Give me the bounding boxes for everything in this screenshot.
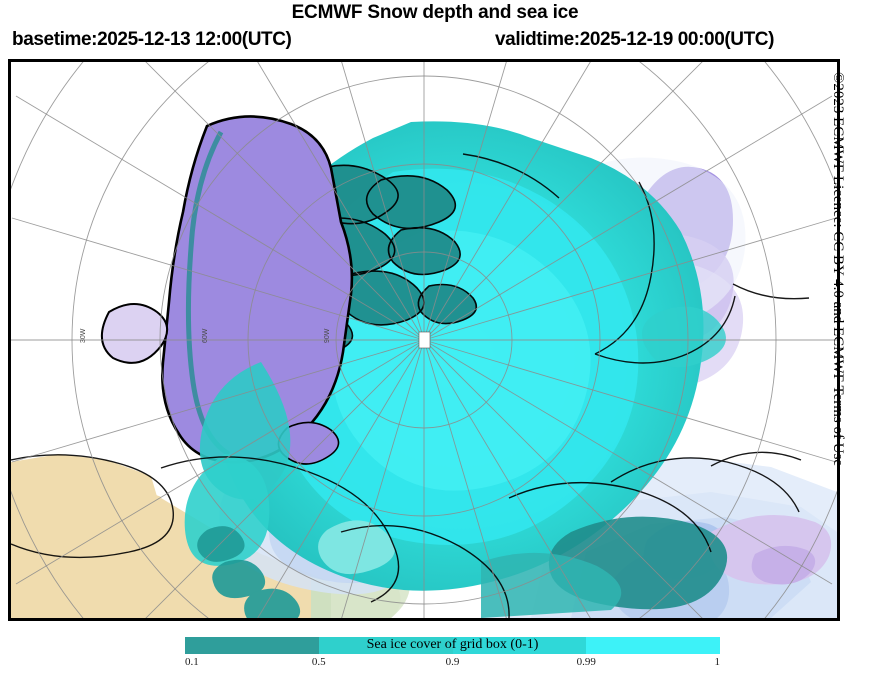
lon-label: 60W — [202, 328, 209, 343]
lon-label: 30W — [80, 328, 87, 343]
colorbar-segment-1 — [318, 637, 453, 654]
colorbar: Sea ice cover of grid box (0-1) 0.1 0.5 0.… — [0, 633, 870, 680]
ice-edge-bering — [642, 306, 726, 368]
colorbar-segment-0 — [185, 637, 319, 654]
colorbar-tick: 0.1 — [185, 656, 199, 668]
land-canada-bare-2 — [11, 454, 161, 524]
page-title: ECMWF Snow depth and sea ice — [291, 2, 579, 23]
colorbar-gradient — [185, 637, 720, 654]
copyright-text: ©2023 ECMWF Licence: CC BY 4.0 and ECMWF… — [830, 72, 846, 467]
lon-label: 90W — [324, 328, 331, 343]
graticule-parallels — [11, 62, 837, 618]
colorbar-tick: 0.9 — [445, 656, 460, 668]
coastlines — [11, 153, 810, 618]
novaya-zemlya-snow — [318, 520, 395, 575]
longitude-tick-labels: 30W 60W 90W — [80, 328, 331, 343]
ice-edge-barents — [481, 552, 622, 618]
svalbard-snow — [278, 422, 339, 464]
iceland-snow — [101, 304, 168, 363]
polar-map: 30W 60W 90W — [11, 62, 837, 618]
map-frame: 30W 60W 90W — [8, 59, 840, 621]
colorbar-tick: 0.5 — [311, 656, 326, 668]
colorbar-tick: 1 — [714, 656, 721, 668]
validtime-label: validtime:2025-12-19 00:00(UTC) — [495, 29, 775, 50]
basetime-label: basetime:2025-12-13 12:00(UTC) — [12, 29, 292, 50]
colorbar-tick: 0.99 — [576, 656, 596, 668]
greenland-ice-edge — [185, 130, 231, 457]
header: ECMWF Snow depth and sea ice basetime:20… — [0, 0, 870, 58]
colorbar-segment-2 — [452, 637, 587, 654]
graticule-meridians — [11, 62, 837, 618]
pole-marker — [418, 331, 431, 349]
hudson-bay-ice — [197, 526, 300, 618]
iceland-coast — [101, 303, 168, 364]
colorbar-segment-3 — [586, 637, 720, 654]
colorbar-tick-labels: 0.1 0.5 0.9 0.99 1 — [185, 656, 720, 672]
snow-violet-far-east — [751, 545, 816, 585]
